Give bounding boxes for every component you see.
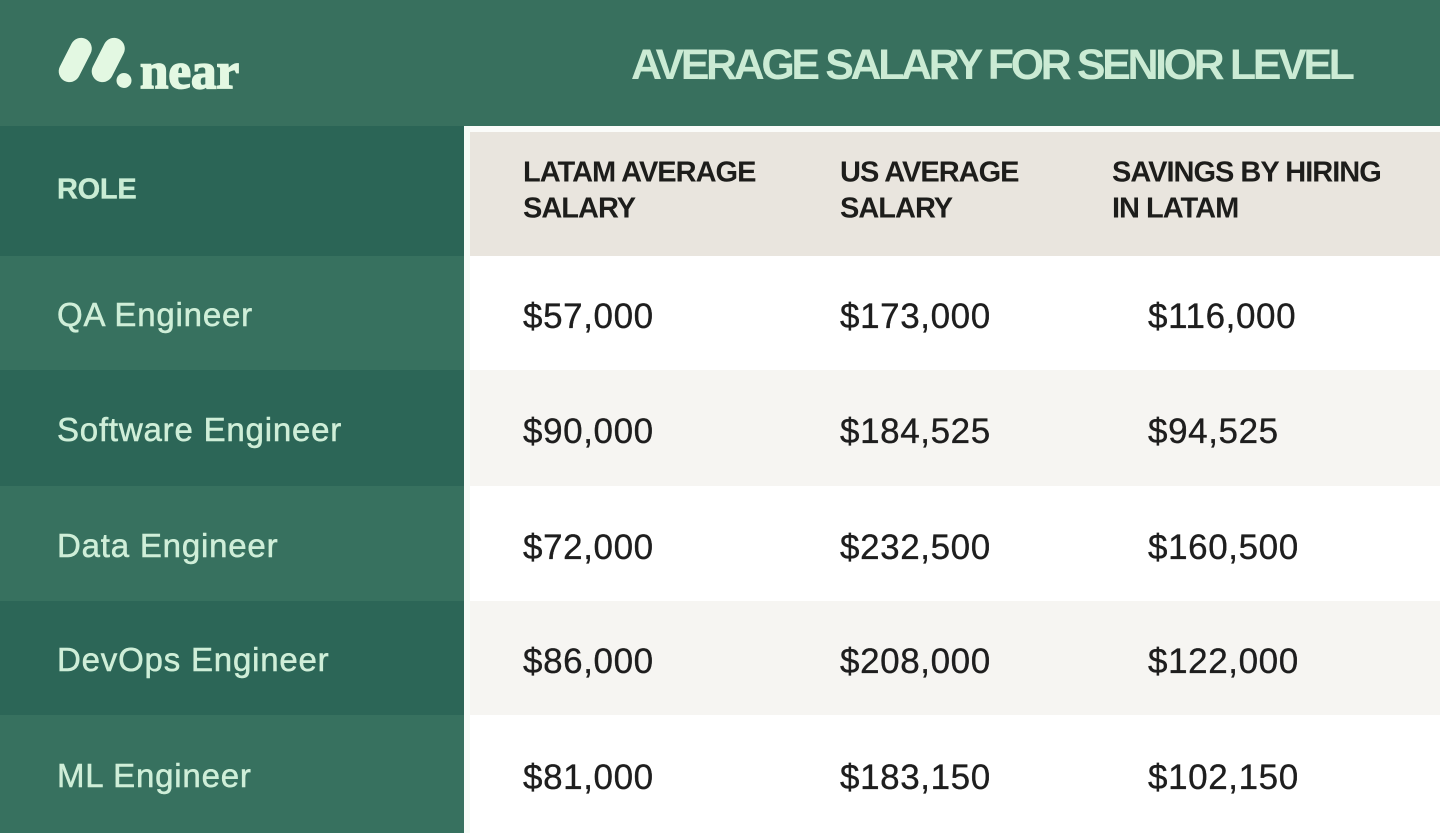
svg-text:near: near [140, 44, 239, 100]
